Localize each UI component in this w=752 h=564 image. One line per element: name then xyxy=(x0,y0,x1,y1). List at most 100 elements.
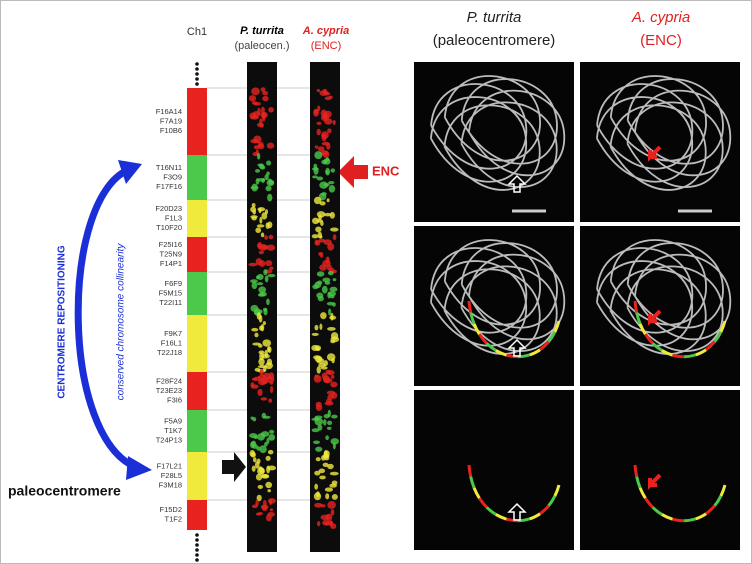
micrograph xyxy=(580,62,740,222)
signal xyxy=(252,457,257,463)
signal xyxy=(265,481,273,489)
signal xyxy=(251,202,256,208)
signal xyxy=(311,332,319,336)
bac-label: F16A14 xyxy=(156,107,182,116)
signal xyxy=(331,414,338,419)
signal xyxy=(259,325,264,331)
signal xyxy=(267,511,276,517)
signal xyxy=(324,281,331,285)
chromosome-band xyxy=(187,452,207,500)
bac-label: F17F16 xyxy=(156,182,182,191)
signal xyxy=(314,470,321,476)
signal xyxy=(259,368,264,376)
signal xyxy=(266,171,270,176)
chromosome-dot xyxy=(195,62,199,66)
centromere-marker xyxy=(507,338,527,357)
signal xyxy=(329,286,338,292)
chromatin xyxy=(596,75,731,191)
signal xyxy=(261,113,266,122)
bac-label: F3O9 xyxy=(163,172,182,181)
signal xyxy=(313,108,319,117)
chromosome-dot xyxy=(195,77,199,81)
signal xyxy=(268,498,273,506)
signal xyxy=(315,457,321,462)
panel-group xyxy=(414,62,740,550)
signal xyxy=(320,114,330,122)
signal xyxy=(320,312,327,320)
signal xyxy=(319,181,329,189)
strip-species: P. turrita xyxy=(240,25,284,37)
signal xyxy=(259,216,263,224)
signal xyxy=(315,404,323,412)
signal xyxy=(311,234,319,239)
signal xyxy=(319,475,326,480)
chromosome-dot xyxy=(195,72,199,76)
signal xyxy=(331,493,338,500)
signal xyxy=(267,489,271,493)
signal xyxy=(329,471,339,476)
signal xyxy=(327,242,335,251)
signal xyxy=(318,363,326,368)
bac-label: F14P1 xyxy=(160,259,182,268)
signal xyxy=(321,285,328,294)
signal xyxy=(258,357,265,366)
signal xyxy=(318,214,322,221)
signal xyxy=(250,138,259,144)
signal xyxy=(266,298,270,306)
signal xyxy=(327,291,331,299)
bac-label: F17L21 xyxy=(157,461,182,470)
bac-label: F10B6 xyxy=(160,126,182,135)
bac-label: F9K7 xyxy=(164,329,182,338)
signal xyxy=(252,342,262,346)
signal xyxy=(328,185,336,193)
signal xyxy=(316,88,321,93)
signal xyxy=(327,128,332,134)
bac-label: T1K7 xyxy=(164,426,182,435)
signal xyxy=(257,273,264,281)
signal xyxy=(250,279,258,283)
signal xyxy=(251,281,258,290)
chromosome-dot xyxy=(195,548,199,552)
signal xyxy=(257,484,264,489)
signal xyxy=(316,176,324,181)
signal xyxy=(332,442,336,450)
chromosome-band xyxy=(187,88,207,155)
signal xyxy=(314,483,319,490)
signal xyxy=(316,121,322,125)
signal xyxy=(319,323,323,330)
signal xyxy=(258,250,265,255)
signal xyxy=(265,260,273,267)
bac-label: T1F2 xyxy=(164,515,182,524)
signal xyxy=(256,243,262,248)
signal xyxy=(325,167,331,176)
chromosome-dot xyxy=(195,558,199,562)
signal xyxy=(260,87,266,93)
signal xyxy=(328,308,332,316)
signal xyxy=(318,252,322,256)
signal xyxy=(321,141,330,146)
signal xyxy=(251,183,258,192)
bac-label: T24P13 xyxy=(156,435,182,444)
signal xyxy=(263,269,268,276)
signal xyxy=(311,217,320,225)
signal xyxy=(321,192,327,196)
pachytene-signal xyxy=(633,300,727,359)
signal xyxy=(256,494,262,502)
signal xyxy=(267,449,274,455)
signal xyxy=(316,347,320,351)
signal xyxy=(269,429,275,434)
signal xyxy=(269,266,274,271)
signal xyxy=(316,366,321,374)
signal xyxy=(315,226,322,233)
signal xyxy=(254,332,259,338)
signal xyxy=(263,308,268,316)
bac-label: T25N9 xyxy=(159,249,182,258)
signal xyxy=(329,521,334,526)
signal xyxy=(324,487,334,492)
signal xyxy=(316,128,321,136)
signal xyxy=(331,357,335,364)
bac-label: T22I11 xyxy=(159,298,182,307)
signal xyxy=(266,160,272,166)
signal xyxy=(260,397,268,401)
signal xyxy=(312,175,318,179)
